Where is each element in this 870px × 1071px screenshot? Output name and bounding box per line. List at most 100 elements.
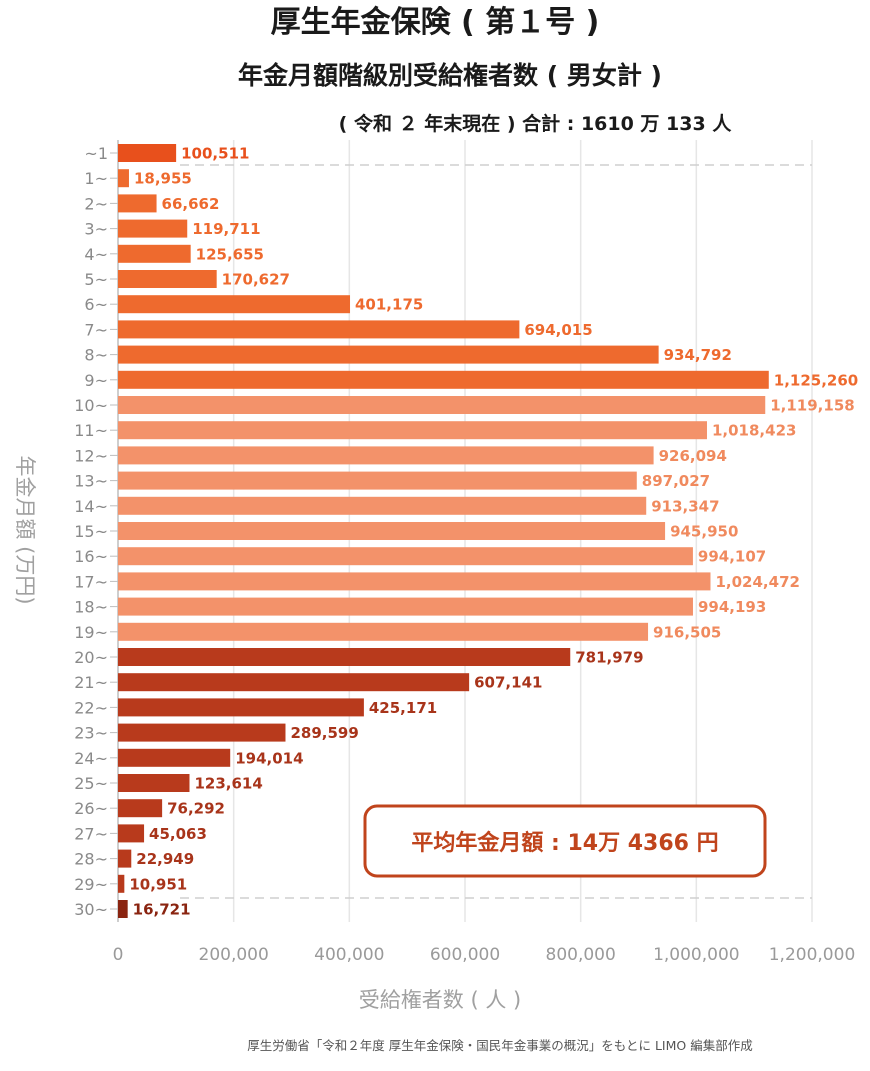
bar-value-label: 170,627 xyxy=(222,271,290,289)
y-axis-ticks: ~1 1~ 2~ 3~ 4~ 5~ 6~ 7~ 8~ 9~ 10~ 11~ 12~ 13~ 14~ 15~ 16… xyxy=(74,144,118,919)
y-tick-label: 28~ xyxy=(74,850,108,869)
bar-value-label: 926,094 xyxy=(659,447,727,465)
x-tick-label: 600,000 xyxy=(430,945,500,965)
bar xyxy=(118,169,129,188)
bar xyxy=(118,648,571,666)
y-tick-label: 17~ xyxy=(74,572,108,591)
y-tick-label: 16~ xyxy=(74,547,108,566)
bar xyxy=(118,698,364,717)
chart-note: ( 令和 ２ 年末現在 ) 合計 : 1610 万 133 人 xyxy=(339,112,733,135)
bar-value-label: 994,107 xyxy=(698,548,766,566)
y-tick-label: 7~ xyxy=(84,320,108,339)
bar-value-label: 913,347 xyxy=(651,497,719,515)
y-tick-label: 3~ xyxy=(84,220,108,239)
bar xyxy=(118,748,231,767)
y-tick-label: 8~ xyxy=(84,346,108,365)
y-tick-label: 4~ xyxy=(84,245,108,264)
chart-subtitle: 年金月額階級別受給権者数 ( 男女計 ) xyxy=(238,61,662,90)
y-tick-label: 27~ xyxy=(74,824,108,843)
bar xyxy=(118,547,693,566)
y-tick-label: 25~ xyxy=(74,774,108,793)
bar xyxy=(118,320,520,339)
bar-series xyxy=(118,144,769,918)
bar xyxy=(118,345,659,364)
bar-value-label: 607,141 xyxy=(474,674,542,692)
y-tick-label: 11~ xyxy=(74,421,108,440)
bar-value-label: 994,193 xyxy=(698,598,766,616)
y-tick-label: 19~ xyxy=(74,623,108,642)
y-tick-label: 15~ xyxy=(74,522,108,541)
y-tick-label: 20~ xyxy=(74,648,108,667)
bar-value-label: 16,721 xyxy=(133,901,191,919)
bar xyxy=(118,799,163,818)
bar-value-label: 1,119,158 xyxy=(770,397,854,415)
bar xyxy=(118,446,654,465)
bar xyxy=(118,270,217,288)
bar-value-label: 22,949 xyxy=(136,850,194,868)
bar xyxy=(118,900,128,918)
y-tick-label: 23~ xyxy=(74,724,108,743)
bar xyxy=(118,295,351,314)
bar xyxy=(118,144,177,162)
bar-value-label: 119,711 xyxy=(192,220,260,238)
bar xyxy=(118,597,693,616)
bar-value-label: 100,511 xyxy=(181,145,249,163)
y-tick-label: 13~ xyxy=(74,472,108,491)
y-tick-label: 24~ xyxy=(74,749,108,768)
bar-value-label: 916,505 xyxy=(653,623,721,641)
y-tick-label: 18~ xyxy=(74,598,108,617)
bar-value-label: 10,951 xyxy=(129,875,187,893)
x-tick-label: 200,000 xyxy=(199,945,269,965)
y-tick-label: 9~ xyxy=(84,371,108,390)
x-tick-label: 1,200,000 xyxy=(769,945,856,965)
y-tick-label: 6~ xyxy=(84,295,108,314)
bar xyxy=(118,522,666,540)
y-tick-label: 21~ xyxy=(74,673,108,692)
bar-value-label: 45,063 xyxy=(149,825,207,843)
y-tick-label: ~1 xyxy=(84,144,108,163)
bar xyxy=(118,824,145,843)
bar xyxy=(118,849,132,868)
value-labels: 100,511 18,955 66,662 119,711 125,655 170,627… xyxy=(129,145,858,919)
x-tick-label: 1,000,000 xyxy=(653,945,740,965)
bar-value-label: 1,018,423 xyxy=(712,422,796,440)
bar xyxy=(118,471,637,490)
threshold-lines xyxy=(180,164,812,899)
bar-value-label: 934,792 xyxy=(664,346,732,364)
y-tick-label: 14~ xyxy=(74,497,108,516)
bar-value-label: 401,175 xyxy=(355,296,423,314)
y-axis-title: 年金月額 (万円) xyxy=(13,455,37,604)
x-tick-label: 400,000 xyxy=(314,945,384,965)
y-tick-label: 10~ xyxy=(74,396,108,415)
bar xyxy=(118,496,647,515)
x-tick-label: 0 xyxy=(113,945,124,965)
bar-value-label: 194,014 xyxy=(235,749,303,767)
y-tick-label: 26~ xyxy=(74,799,108,818)
bar xyxy=(118,219,188,238)
bar-value-label: 289,599 xyxy=(290,724,358,742)
bar-value-label: 897,027 xyxy=(642,472,710,490)
bar-value-label: 66,662 xyxy=(162,195,220,213)
chart-title: 厚生年金保険 ( 第１号 ) xyxy=(271,5,600,40)
bar xyxy=(118,572,711,591)
x-tick-label: 800,000 xyxy=(546,945,616,965)
bar-value-label: 125,655 xyxy=(196,245,264,263)
bar xyxy=(118,396,766,414)
average-annotation: 平均年金月額 : 14万 4366 円 xyxy=(363,804,767,878)
bar xyxy=(118,874,125,893)
bar xyxy=(118,244,191,263)
bar xyxy=(118,421,707,440)
bar-value-label: 781,979 xyxy=(575,649,643,667)
average-annotation-text: 平均年金月額 : 14万 4366 円 xyxy=(411,830,718,856)
bar-value-label: 425,171 xyxy=(369,699,437,717)
y-tick-label: 5~ xyxy=(84,270,108,289)
x-axis-title: 受給権者数 ( 人 ) xyxy=(359,988,521,1012)
bar-value-label: 1,125,260 xyxy=(774,371,858,389)
source-note: 厚生労働省「令和２年度 厚生年金保険・国民年金事業の概況」をもとに LIMO 編… xyxy=(247,1038,752,1053)
bar xyxy=(118,370,769,389)
y-tick-label: 12~ xyxy=(74,446,108,465)
bar xyxy=(118,194,157,213)
y-tick-label: 22~ xyxy=(74,698,108,717)
y-tick-label: 2~ xyxy=(84,194,108,213)
